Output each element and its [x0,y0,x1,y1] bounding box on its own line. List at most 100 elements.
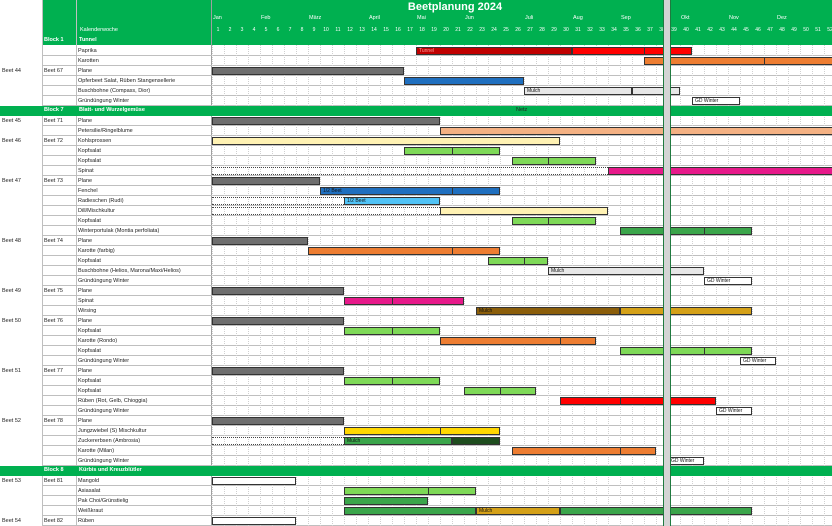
crop-label: Kopfsalat [78,158,101,164]
bar-label: 1/2 Beet [323,188,342,194]
bar-label: 1/2 Beet [347,198,366,204]
gantt-bar[interactable] [512,217,596,225]
gantt-bar[interactable]: Mulch [476,307,620,315]
bar-label: Mulch [347,438,361,444]
dashed-span [212,437,344,445]
gantt-bar[interactable] [404,147,500,155]
gantt-bar[interactable] [212,67,404,75]
week-gridline [656,45,657,526]
gantt-bar[interactable] [212,137,560,145]
crop-label: Wirsing [78,308,97,314]
gantt-bar[interactable]: GD Winter [692,97,740,105]
week-gridline [632,45,633,526]
week-label: 51 [815,27,821,33]
crop-label: Karotte (farbig) [78,248,115,254]
gantt-bar[interactable] [512,157,596,165]
bar-segment-divider [644,48,645,54]
gantt-bar[interactable] [560,507,752,515]
beet-label: Beet 50 [2,318,21,324]
gantt-bar[interactable] [212,287,344,295]
week-label: 15 [383,27,389,33]
gantt-bar[interactable] [344,487,476,495]
week-gridline [344,45,345,526]
week-gridline [596,45,597,526]
block-label: Block 1 [44,37,64,43]
gantt-bar[interactable] [440,207,608,215]
week-label: 19 [431,27,437,33]
month-label: Feb [261,15,271,21]
gantt-bar[interactable]: Mulch [344,437,452,445]
crop-label: Plane [78,178,93,184]
gantt-bar[interactable] [212,477,296,485]
gantt-bar[interactable] [212,177,320,185]
month-label: Mai [417,15,426,21]
month-label: März [309,15,322,21]
beet-label: Beet 46 [2,138,21,144]
gantt-bar[interactable] [344,327,440,335]
gantt-bar[interactable] [560,397,716,405]
gantt-bar[interactable] [344,497,428,505]
gantt-bar[interactable]: GD Winter [668,457,704,465]
gantt-bar[interactable] [212,517,296,525]
gantt-bar[interactable] [344,507,476,515]
gantt-bar[interactable] [344,377,440,385]
gantt-bar[interactable] [212,417,344,425]
gantt-bar[interactable]: Mulch [524,87,632,95]
beet-number: Beet 73 [44,178,63,184]
gantt-bar[interactable] [488,257,548,265]
beet-label: Beet 52 [2,418,21,424]
gantt-bar[interactable] [620,347,752,355]
block-row: Block 1 Tunnel [0,36,832,46]
gantt-bar[interactable] [308,247,500,255]
gantt-bar[interactable]: Mulch [548,267,704,275]
crop-label: Asiasalat [78,488,101,494]
week-gridline [620,45,621,526]
gantt-bar[interactable] [572,47,692,55]
gantt-bar[interactable] [620,227,752,235]
beet-number: Beet 74 [44,238,63,244]
week-gridline [440,45,441,526]
gantt-bar[interactable] [452,437,500,445]
gantt-bar[interactable] [440,337,596,345]
gantt-bar[interactable] [440,127,832,135]
block-label: Block 8 [44,467,64,473]
gantt-bar[interactable]: GD Winter [740,357,776,365]
gantt-bar[interactable] [404,77,524,85]
block-label: Block 7 [44,107,64,113]
week-gridline [524,45,525,526]
crop-label: Gründüngung Winter [78,458,130,464]
gantt-bar[interactable] [512,447,656,455]
gantt-bar[interactable] [344,427,500,435]
row-gridline [42,335,832,336]
row-gridline [42,345,832,346]
gantt-bar[interactable]: 1/2 Beet [344,197,440,205]
gantt-bar[interactable] [212,317,344,325]
row-gridline [42,405,832,406]
gantt-bar[interactable] [212,117,440,125]
week-gridline [572,45,573,526]
gantt-bar[interactable]: Mulch [476,507,560,515]
gantt-bar[interactable]: 1/2 Beet [320,187,500,195]
gantt-bar[interactable] [344,297,464,305]
beet-number: Beet 77 [44,368,63,374]
gantt-bar[interactable] [632,87,680,95]
week-gridline [608,45,609,526]
gantt-bar[interactable] [644,57,832,65]
gantt-bar[interactable] [212,367,344,375]
week-label: 42 [707,27,713,33]
week-gridline [692,45,693,526]
gantt-bar[interactable]: Tunnel [416,47,572,55]
month-label: Jun [465,15,474,21]
crop-label: Gründüngung Winter [78,278,130,284]
crop-label: Kopfsalat [78,218,101,224]
week-label: 36 [635,27,641,33]
block-row: Block 8 Kürbis und Kreuzblütler [0,466,832,476]
bar-segment-divider [764,58,765,64]
gantt-bar[interactable]: GD Winter [704,277,752,285]
bar-segment-divider [392,378,393,384]
gantt-bar[interactable] [608,167,832,175]
gantt-bar[interactable]: GD Winter [716,407,752,415]
gantt-bar[interactable] [464,387,536,395]
gantt-bar[interactable] [212,237,308,245]
gantt-bar[interactable] [620,307,752,315]
